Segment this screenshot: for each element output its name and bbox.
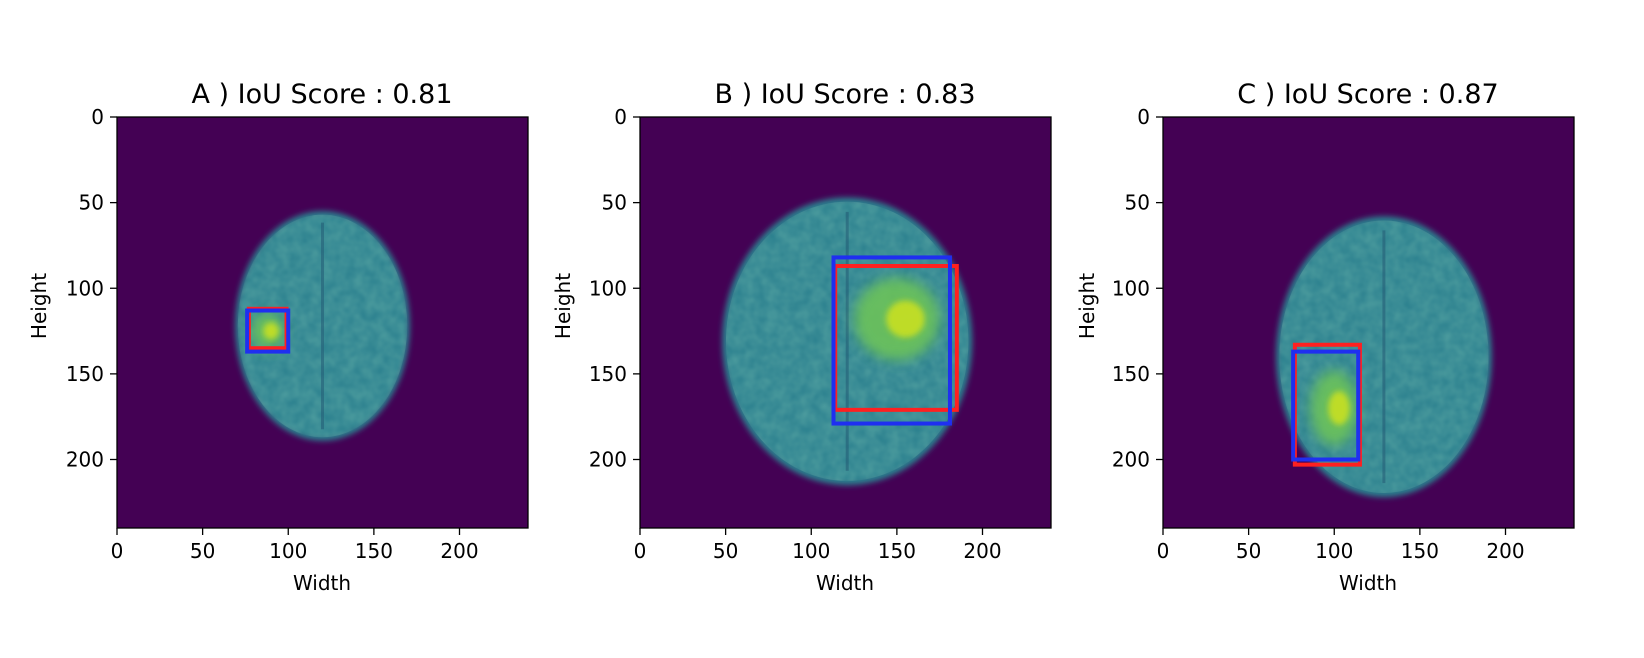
panel-b-tumor-core — [886, 300, 925, 338]
panel-a-ytick-label: 50 — [79, 191, 104, 215]
panel-c-ytick-label: 50 — [1125, 191, 1150, 215]
panel-a-xtick-label: 0 — [111, 539, 124, 563]
panel-a: 0 50 100 150 200 0 50 100 150 200 A ) IoU Score :… — [27, 79, 529, 595]
panel-b-xtick-label: 50 — [713, 539, 738, 563]
panel-a-axes-frame — [116, 116, 529, 529]
panel-c-xtick-label: 50 — [1236, 539, 1261, 563]
panel-b-axes-frame — [639, 116, 1052, 529]
panel-c-xtick-label: 150 — [1401, 539, 1439, 563]
panel-c-ytick-label: 200 — [1112, 448, 1150, 472]
panel-c-tumor-core — [1328, 391, 1350, 426]
panel-c-xtick-label: 100 — [1315, 539, 1353, 563]
panel-b-ytick-label: 0 — [614, 105, 627, 129]
panel-a-box-blue — [245, 308, 291, 354]
panel-b-ytick-label: 100 — [589, 276, 627, 300]
panel-a-ytick-label: 0 — [91, 105, 104, 129]
panel-b-xtick-label: 200 — [963, 539, 1001, 563]
panel-b-ytick-label: 150 — [589, 362, 627, 386]
panel-c-title: C ) IoU Score : 0.87 — [1237, 79, 1498, 110]
panel-a-tumor-core — [263, 322, 279, 340]
panel-a-xtick-label: 200 — [440, 539, 478, 563]
panel-b-xlabel: Width — [816, 571, 874, 595]
panel-b-xtick-label: 100 — [792, 539, 830, 563]
panel-b-title: B ) IoU Score : 0.83 — [714, 79, 975, 110]
panel-b-box-blue — [831, 255, 952, 426]
panel-c-xtick-label: 200 — [1486, 539, 1524, 563]
panel-c-axes-frame — [1162, 116, 1575, 529]
panel-b: 0 50 100 150 200 0 50 100 150 200 B ) IoU Score :… — [551, 79, 1052, 595]
panel-a-title: A ) IoU Score : 0.81 — [192, 79, 453, 110]
panel-c-box-blue — [1291, 349, 1361, 462]
panel-c-ytick-label: 100 — [1112, 276, 1150, 300]
panel-a-ytick-label: 150 — [66, 362, 104, 386]
panel-c-xtick-label: 0 — [1157, 539, 1170, 563]
panel-a-xtick-label: 50 — [190, 539, 215, 563]
panel-b-ylabel: Height — [551, 273, 575, 339]
panel-c-plot: 0 50 100 150 200 0 50 100 150 200 — [1112, 105, 1575, 563]
panel-a-xtick-label: 150 — [355, 539, 393, 563]
panel-c: 0 50 100 150 200 0 50 100 150 200 C ) IoU Score :… — [1075, 79, 1575, 595]
panel-c-ylabel: Height — [1075, 273, 1099, 339]
panel-b-ytick-label: 50 — [602, 191, 627, 215]
panel-a-ylabel: Height — [27, 273, 51, 339]
panel-c-xlabel: Width — [1339, 571, 1397, 595]
panel-a-xlabel: Width — [293, 571, 351, 595]
panel-b-xtick-label: 150 — [878, 539, 916, 563]
panel-a-plot: 0 50 100 150 200 0 50 100 150 200 — [66, 105, 529, 563]
panel-c-ytick-label: 150 — [1112, 362, 1150, 386]
panel-a-ytick-label: 200 — [66, 448, 104, 472]
panel-a-ytick-label: 100 — [66, 276, 104, 300]
panel-a-xtick-label: 100 — [269, 539, 307, 563]
panel-b-ytick-label: 200 — [589, 448, 627, 472]
panel-b-xtick-label: 0 — [634, 539, 647, 563]
panel-b-plot: 0 50 100 150 200 0 50 100 150 200 — [589, 105, 1052, 563]
panel-c-ytick-label: 0 — [1137, 105, 1150, 129]
